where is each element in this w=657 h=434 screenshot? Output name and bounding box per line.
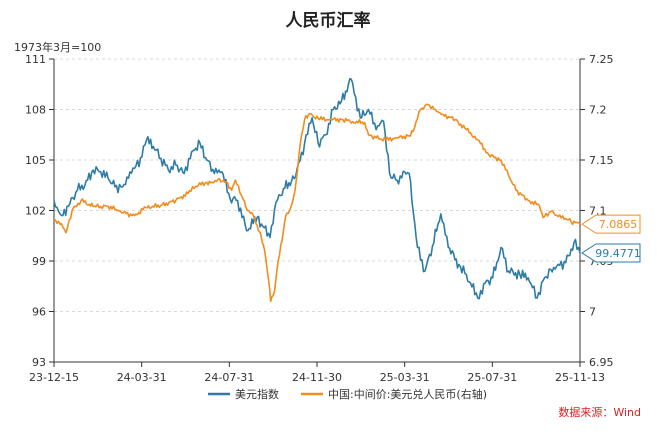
last-value-badge-usd-index: 99.4771 — [581, 243, 641, 263]
data-source: 数据来源：Wind — [558, 405, 641, 419]
x-tick-label: 23-12-15 — [29, 371, 79, 384]
left-tick-label: 96 — [32, 306, 46, 319]
right-tick-label: 6.95 — [589, 356, 614, 369]
axes: 9396991021051081116.9577.057.17.157.27.2… — [25, 53, 614, 384]
series-line-usd-index — [53, 78, 581, 300]
legend-label: 美元指数 — [235, 387, 279, 401]
series-layer — [53, 78, 581, 303]
left-tick-label: 99 — [32, 255, 46, 268]
right-tick-label: 7.1 — [589, 205, 607, 218]
value-badges: 99.4771 7.0865 — [581, 214, 641, 263]
x-tick-label: 25-07-31 — [467, 371, 517, 384]
legend-label: 中国:中间价:美元兑人民币(右轴) — [328, 387, 487, 401]
chart-title: 人民币汇率 — [286, 10, 371, 31]
gridlines — [54, 58, 580, 312]
right-tick-label: 7.25 — [589, 53, 614, 66]
left-tick-label: 102 — [25, 205, 46, 218]
left-axis-unit: 1973年3月=100 — [14, 40, 101, 54]
badge-value: 99.4771 — [595, 247, 641, 260]
right-tick-label: 7.15 — [589, 154, 614, 167]
series-line-usdcny — [53, 103, 581, 303]
left-tick-label: 105 — [25, 154, 46, 167]
x-tick-label: 24-03-31 — [117, 371, 167, 384]
legend-item-usd-index[interactable]: 美元指数 — [208, 387, 279, 401]
left-tick-label: 111 — [25, 53, 46, 66]
badge-frame — [581, 214, 641, 234]
right-tick-label: 7.2 — [589, 104, 607, 117]
x-tick-label: 24-11-30 — [292, 371, 342, 384]
badge-frame — [581, 243, 641, 263]
x-tick-label: 24-07-31 — [204, 371, 254, 384]
left-tick-label: 93 — [32, 356, 46, 369]
last-value-badge-usdcny: 7.0865 — [581, 214, 641, 234]
legend[interactable]: 美元指数 中国:中间价:美元兑人民币(右轴) — [208, 387, 487, 401]
legend-item-usdcny[interactable]: 中国:中间价:美元兑人民币(右轴) — [301, 387, 487, 401]
left-tick-label: 108 — [25, 104, 46, 117]
x-tick-label: 25-11-13 — [555, 371, 605, 384]
x-tick-label: 25-03-31 — [380, 371, 430, 384]
badge-value: 7.0865 — [599, 218, 638, 231]
right-tick-label: 7 — [589, 306, 596, 319]
